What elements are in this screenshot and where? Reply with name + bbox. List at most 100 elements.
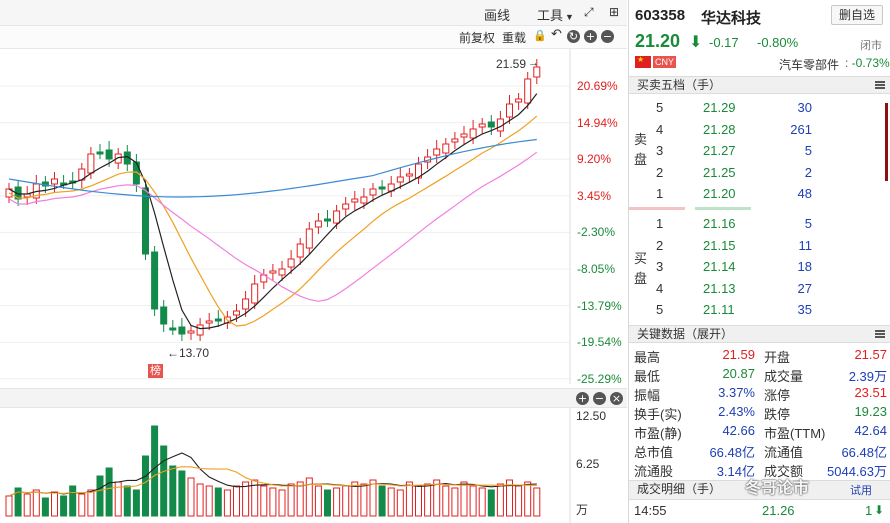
candle-body — [351, 198, 359, 203]
keydata-label: 开盘 — [764, 350, 791, 365]
volume-bar — [442, 485, 450, 517]
volume-bar — [69, 485, 77, 517]
vol-ma10-line — [8, 466, 537, 497]
bid-row[interactable]: 1 21.16 5 — [629, 213, 890, 234]
bid-row[interactable]: 3 21.14 18 — [629, 256, 890, 277]
bid-price: 21.15 — [703, 237, 736, 253]
candle-body — [506, 103, 513, 118]
candle-body — [51, 178, 58, 185]
ask-row[interactable]: 2 21.25 2 — [629, 162, 890, 183]
ask-level: 1 — [656, 186, 664, 201]
sell-side-label: 卖 盘 — [634, 130, 648, 170]
volume-bar — [324, 489, 331, 517]
keydata-value: 42.64 — [854, 423, 887, 438]
menu-icon[interactable] — [875, 81, 885, 89]
sector-change: : -0.73% — [845, 56, 890, 70]
ask-row[interactable]: 3 21.27 5 — [629, 140, 890, 161]
adjust-mode-button[interactable]: 前复权 — [459, 31, 496, 45]
fullscreen-icon[interactable]: ⤢ — [584, 5, 594, 19]
zoom-in-icon[interactable]: + — [576, 392, 589, 405]
tools-menu[interactable]: 工具 ▼ — [537, 5, 574, 24]
keydata-label: 换手(实) — [634, 407, 682, 422]
ask-qty: 48 — [797, 186, 812, 201]
bid-row[interactable]: 5 21.11 35 — [629, 299, 890, 320]
volume-bar — [415, 485, 422, 517]
percent-axis-label: -25.29% — [577, 371, 622, 386]
zoom-in-icon[interactable]: + — [584, 30, 597, 43]
candle-body — [451, 138, 459, 143]
trades-header[interactable]: 成交明细（手） — [629, 480, 890, 500]
bid-price: 21.14 — [703, 259, 736, 274]
price-change-percent: -0.80% — [757, 35, 799, 50]
ask-price: 21.25 — [703, 164, 736, 180]
candle-body — [305, 228, 313, 249]
quote-panel: 603358 华达科技 删自选 21.20 ⬇ -0.17 -0.80% 闭市 … — [628, 0, 890, 523]
percent-axis-label: 3.45% — [577, 188, 612, 203]
keydata-row: 流通股 3.14亿 成交额 5044.63万 — [629, 459, 890, 479]
candle-body — [160, 306, 168, 325]
volume-bar — [233, 485, 240, 517]
orderbook-header[interactable]: 买卖五档（手） — [629, 76, 890, 94]
volume-bar — [369, 479, 377, 517]
lock-icon[interactable]: 🔒 — [533, 29, 547, 42]
caret-down-icon: ▼ — [565, 12, 574, 22]
price-chart[interactable]: 20.69% 14.94% 9.20% 3.45% -2.30% -8.05% -13.79… — [0, 48, 627, 386]
volume-bar — [14, 487, 22, 517]
keydata-label: 流通股 — [634, 464, 674, 479]
keydata-header[interactable]: 关键数据（展开） — [629, 325, 890, 343]
ask-row[interactable]: 4 21.28 261 — [629, 119, 890, 140]
ask-price: 21.28 — [703, 121, 736, 137]
volume-bar — [123, 485, 131, 517]
undo-icon[interactable]: ↶ — [551, 27, 562, 42]
candle-body — [478, 123, 486, 128]
ask-level: 4 — [656, 121, 664, 137]
close-icon[interactable]: × — [610, 392, 623, 405]
volume-bar — [242, 481, 250, 517]
ask-row[interactable]: 5 21.29 30 — [629, 97, 890, 118]
reload-button[interactable]: 重载 — [502, 31, 527, 45]
remove-watchlist-button[interactable]: 删自选 — [831, 5, 883, 25]
percent-axis-label: -13.79% — [577, 298, 622, 313]
arrow-right-icon: → — [528, 57, 539, 69]
volume-bar — [23, 493, 31, 517]
keydata-label: 总市值 — [634, 445, 674, 460]
watermark: 冬哥论市 — [745, 480, 810, 497]
zoom-out-icon[interactable]: − — [601, 30, 614, 43]
volume-chart[interactable]: 12.50 6.25 万 — [0, 408, 627, 523]
ma60-line — [8, 138, 537, 198]
draw-line-button[interactable]: 画线 — [484, 8, 511, 23]
refresh-icon[interactable]: ↻ — [567, 30, 580, 43]
china-flag-icon: ★ — [635, 55, 651, 68]
volume-bar — [32, 489, 40, 517]
bid-row[interactable]: 2 21.15 11 — [629, 235, 890, 256]
candle-body — [278, 268, 286, 276]
volume-bar — [487, 489, 495, 517]
grid-icon[interactable]: ⊞ — [609, 5, 620, 19]
bid-qty: 5 — [804, 216, 812, 231]
ma10-line — [8, 115, 538, 327]
volume-bar — [524, 481, 532, 517]
menu-icon[interactable] — [875, 330, 885, 338]
volume-bar — [342, 485, 350, 517]
volume-bar — [351, 481, 359, 517]
low-price-annotation: ←13.70 — [167, 346, 210, 360]
chart-subbar: 前复权 重载 🔒 ↶ ↻ + − — [0, 26, 627, 48]
chart-area: 画线 工具 ▼ ⤢ ⊞ 前复权 重载 🔒 ↶ ↻ + − 20.69% 14.94%… — [0, 5, 627, 523]
bid-qty: 27 — [797, 280, 812, 296]
zoom-out-icon[interactable]: − — [593, 392, 606, 405]
volume-bar — [87, 489, 95, 517]
market-status: 闭市 — [860, 40, 882, 52]
keydata-value: 66.48亿 — [709, 445, 755, 460]
candle-body — [169, 327, 177, 331]
sector-name[interactable]: 汽车零部件 — [779, 58, 840, 72]
ask-row[interactable]: 1 21.20 48 — [629, 183, 890, 204]
volume-bar — [469, 485, 477, 517]
keydata-value: 21.59 — [722, 347, 755, 362]
volume-bar — [223, 489, 231, 517]
bid-level: 2 — [656, 237, 664, 253]
bid-level: 4 — [656, 280, 664, 296]
currency-badge: CNY — [653, 56, 677, 68]
bid-row[interactable]: 4 21.13 27 — [629, 278, 890, 299]
rank-badge[interactable]: 榜 — [148, 364, 163, 378]
tools-label: 工具 — [537, 8, 564, 23]
